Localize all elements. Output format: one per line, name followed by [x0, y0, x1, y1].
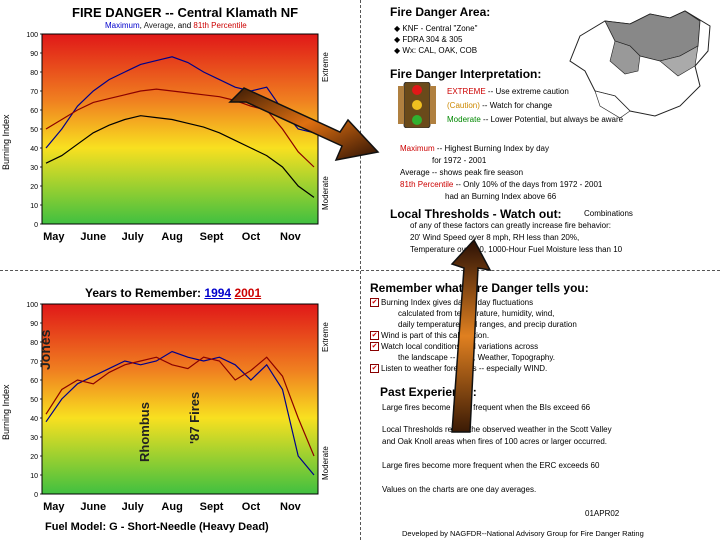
- past-p2a: Local Thresholds reflect the observed we…: [382, 425, 612, 434]
- annotation-87-fires: '87 Fires: [187, 391, 202, 444]
- footer-date: 01APR02: [585, 509, 620, 518]
- x-tick-label: Oct: [242, 231, 261, 243]
- fire-danger-area-header: Fire Danger Area:: [390, 5, 491, 19]
- y-tick-label: 70: [30, 89, 38, 96]
- plot-background: [41, 303, 319, 495]
- x-tick-label: Aug: [161, 501, 182, 513]
- desc-percentile: 81th Percentile -- Only 10% of the days …: [400, 180, 603, 189]
- y-tick-label: 0: [34, 222, 38, 229]
- bottom-chart-title: Years to Remember: 1994 2001: [85, 286, 262, 300]
- checkbox-icon: ✔: [370, 331, 379, 341]
- x-tick-label: Sept: [200, 501, 224, 513]
- y-tick-label: 70: [30, 359, 38, 366]
- y-tick-label: 80: [30, 70, 38, 77]
- legend-caution: (Caution) -- Watch for change: [447, 101, 553, 110]
- y-tick-label: 90: [30, 51, 38, 58]
- y-tick-label: 20: [30, 454, 38, 461]
- years-to-remember-chart: 0 10 20 30 40 50 60 70 80 90 100 May June July Aug Sept…: [26, 302, 319, 513]
- x-tick-label: June: [80, 501, 106, 513]
- remember-item: ✔ Watch local conditions and variations a…: [370, 342, 539, 352]
- checkbox-icon: ✔: [370, 298, 379, 308]
- past-p4: Values on the charts are one day average…: [382, 485, 537, 494]
- thresholds-line3: Temperature over 90, 1000-Hour Fuel Mois…: [410, 245, 623, 254]
- x-tick-label: Nov: [280, 231, 302, 243]
- x-tick-label: Nov: [280, 501, 302, 513]
- y-tick-label: 30: [30, 435, 38, 442]
- footer-developed: Developed by NAGFDR--National Advisory G…: [402, 529, 644, 538]
- x-tick-label: July: [122, 501, 145, 513]
- thresholds-line1: of any of these factors can greatly incr…: [410, 221, 611, 230]
- remember-list: ✔ Burning Index gives day to day fluctuat…: [370, 298, 577, 375]
- top-fire-danger-chart: 0 10 20 30 40 50 60 70 80 90 100 May June July Aug Sept…: [26, 32, 319, 243]
- x-tick-label: July: [122, 231, 145, 243]
- past-p1: Large fires become more frequent when th…: [382, 403, 591, 412]
- area-item: ◆ Wx: CAL, OAK, COB: [394, 46, 478, 55]
- fuel-model-label: Fuel Model: G - Short-Needle (Heavy Dead…: [45, 521, 269, 533]
- remember-item: the landscape -- Fuel, Weather, Topograp…: [398, 353, 555, 362]
- y-tick-label: 10: [30, 473, 38, 480]
- y-tick-label: 40: [30, 146, 38, 153]
- past-p3: Large fires become more frequent when th…: [382, 461, 600, 470]
- desc-maximum-2: for 1972 - 2001: [432, 156, 487, 165]
- past-p2b: and Oak Knoll areas when fires of 100 ac…: [382, 437, 608, 446]
- area-map: [569, 10, 711, 119]
- y-tick-label: 50: [30, 127, 38, 134]
- legend-extreme: EXTREME -- Use extreme caution: [447, 87, 569, 96]
- top-chart-title: FIRE DANGER -- Central Klamath NF: [72, 5, 299, 20]
- x-tick-label: May: [43, 501, 65, 513]
- y-tick-label: 40: [30, 416, 38, 423]
- y-tick-label: 10: [30, 203, 38, 210]
- y-tick-label: 100: [26, 302, 38, 309]
- past-header: Past Experience:: [380, 385, 477, 399]
- remember-item: ✔ Burning Index gives day to day fluctuat…: [370, 298, 534, 308]
- y-tick-label: 0: [34, 492, 38, 499]
- y-tick-label: 90: [30, 321, 38, 328]
- area-item: ◆ FDRA 304 & 305: [394, 35, 463, 44]
- thresholds-intro: Combinations: [584, 209, 633, 218]
- horizontal-divider: [0, 270, 720, 271]
- thresholds-header: Local Thresholds - Watch out:: [390, 207, 562, 221]
- y-tick-label: 80: [30, 340, 38, 347]
- desc-average: Average -- shows peak fire season: [400, 168, 524, 177]
- desc-maximum: Maximum -- Highest Burning Index by day: [400, 144, 549, 153]
- y-tick-label: 20: [30, 184, 38, 191]
- area-item: ◆ KNF - Central "Zone": [394, 24, 478, 33]
- series-line-2001: [45, 356, 315, 457]
- remember-item: daily temperature, fuel ranges, and prec…: [398, 320, 577, 329]
- x-tick-label: Oct: [242, 501, 261, 513]
- remember-item: ✔ Listen to weather forecasts -- especial…: [370, 364, 548, 374]
- x-tick-label: Sept: [200, 231, 224, 243]
- fire-danger-area-list: ◆ KNF - Central "Zone" ◆ FDRA 304 & 305 …: [394, 24, 477, 55]
- x-tick-label: June: [80, 231, 106, 243]
- plot-background: [41, 33, 319, 225]
- traffic-light-icon: [398, 82, 436, 128]
- top-chart-subtitle: Maximum, Average, and 81th Percentile: [105, 21, 247, 30]
- y-tick-label: 60: [30, 378, 38, 385]
- remember-item: calculated from temperature, humidity, w…: [398, 309, 555, 318]
- remember-header: Remember what Fire Danger tells you:: [370, 281, 589, 295]
- desc-percentile-2: had an Burning Index above 66: [445, 192, 557, 201]
- x-tick-label: May: [43, 231, 65, 243]
- annotation-rhombus: Rhombus: [137, 402, 152, 462]
- legend-moderate: Moderate -- Lower Potential, but always …: [447, 115, 624, 124]
- remember-item: ✔ Wind is part of this calculation.: [370, 331, 490, 341]
- thresholds-line2: 20' Wind Speed over 8 mph, RH less than …: [410, 233, 580, 242]
- y-tick-label: 30: [30, 165, 38, 172]
- y-tick-label: 100: [26, 32, 38, 39]
- checkbox-icon: ✔: [370, 342, 379, 352]
- interpretation-header: Fire Danger Interpretation:: [390, 67, 542, 81]
- annotation-jones: Jones: [37, 329, 53, 370]
- x-tick-label: Aug: [161, 231, 182, 243]
- series-line-1994: [45, 350, 315, 476]
- y-tick-label: 60: [30, 108, 38, 115]
- y-tick-label: 50: [30, 397, 38, 404]
- checkbox-icon: ✔: [370, 364, 379, 374]
